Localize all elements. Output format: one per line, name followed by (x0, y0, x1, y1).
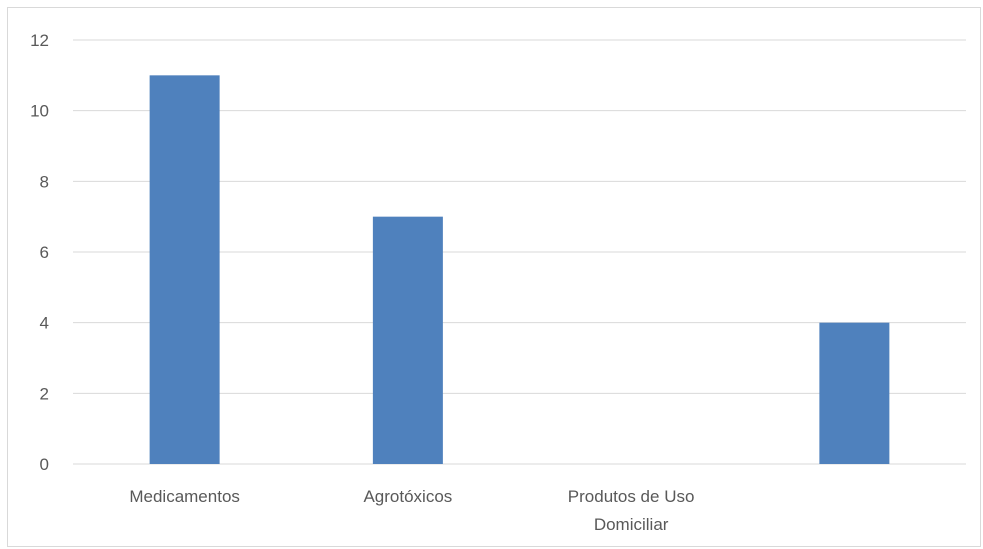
x-category-label: Medicamentos (129, 487, 240, 506)
y-tick-label: 0 (40, 455, 49, 474)
y-tick-label: 10 (30, 102, 49, 121)
bars (149, 75, 890, 464)
bar (372, 216, 443, 464)
y-tick-label: 6 (40, 243, 49, 262)
y-tick-label: 4 (40, 314, 49, 333)
bar (819, 322, 890, 464)
y-tick-label: 8 (40, 172, 49, 191)
x-category-label: Agrotóxicos (363, 487, 452, 506)
y-axis-ticks: 0 2 4 6 8 10 12 (30, 31, 49, 474)
x-axis-labels: Medicamentos Agrotóxicos Produtos de Uso Do… (129, 487, 694, 534)
y-tick-label: 2 (40, 384, 49, 403)
y-tick-label: 12 (30, 31, 49, 50)
x-category-label: Produtos de Uso (568, 487, 695, 506)
bar (149, 75, 220, 464)
x-category-label: Domiciliar (594, 515, 669, 534)
gridlines (73, 39, 966, 465)
